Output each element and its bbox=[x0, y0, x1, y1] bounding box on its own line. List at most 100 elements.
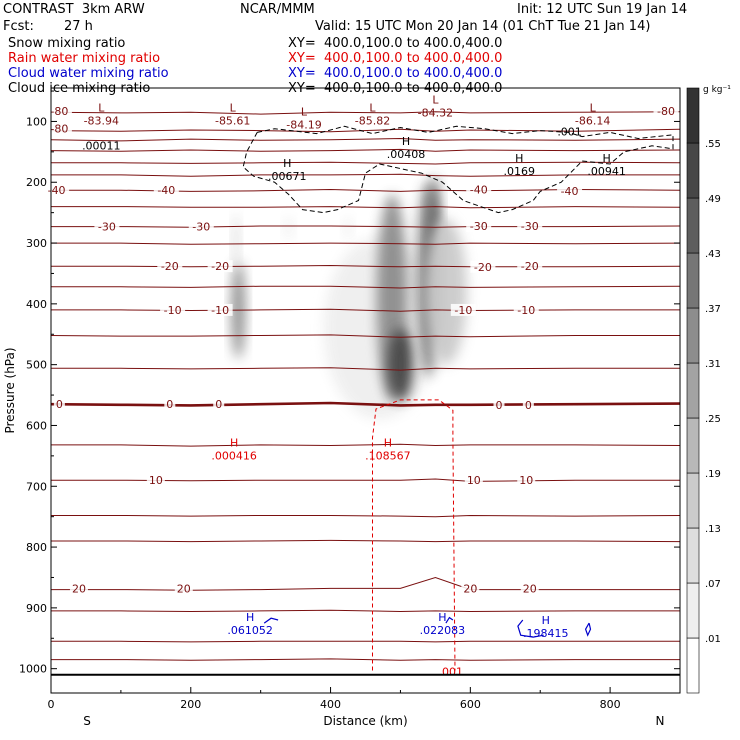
contour-label: -10 bbox=[454, 304, 472, 317]
contour-label-bg bbox=[522, 398, 534, 411]
low-marker: L bbox=[590, 102, 597, 115]
contour-label: -40 bbox=[157, 184, 175, 197]
high-marker: H bbox=[438, 611, 446, 624]
extreme-value: .001 bbox=[439, 666, 464, 679]
x-tick-label: 600 bbox=[460, 698, 481, 711]
extreme-value: -84.19 bbox=[286, 118, 321, 131]
high-marker: H bbox=[230, 437, 238, 450]
y-tick-label: 1000 bbox=[19, 663, 47, 676]
contour-label: 0 bbox=[56, 398, 63, 411]
isotherm-line bbox=[51, 264, 680, 268]
contour-label: 20 bbox=[523, 582, 537, 595]
isotherm-line bbox=[51, 161, 680, 165]
contour-label-bg bbox=[517, 260, 543, 273]
contour-label-bg bbox=[53, 398, 65, 411]
contour-label: -10 bbox=[517, 304, 535, 317]
contour-label: 10 bbox=[149, 474, 163, 487]
contour-label-bg bbox=[557, 184, 583, 197]
contour-label-bg bbox=[653, 105, 679, 118]
colorbar-label: .37 bbox=[705, 304, 721, 315]
contour-label-bg bbox=[94, 220, 120, 233]
fcst-label: Fcst: bbox=[3, 19, 34, 34]
x-tick-label: 400 bbox=[320, 698, 341, 711]
extreme-value: -84.32 bbox=[418, 107, 453, 120]
contour-label: -30 bbox=[521, 220, 539, 233]
contour-label: -40 bbox=[470, 184, 488, 197]
contour-label-bg bbox=[470, 260, 496, 273]
contour-label-bg bbox=[464, 474, 483, 487]
isotherm-line bbox=[51, 609, 680, 613]
isotherm-line bbox=[51, 640, 680, 643]
contour-label-bg bbox=[461, 582, 480, 595]
isotherm-line bbox=[51, 137, 680, 142]
cloud-water-line bbox=[445, 616, 454, 624]
cloud-water-line bbox=[584, 622, 592, 637]
colorbar-swatch bbox=[686, 87, 700, 144]
isotherm-line bbox=[51, 148, 680, 152]
low-marker: L bbox=[230, 102, 237, 115]
colorbar-swatch bbox=[686, 307, 700, 364]
contour-label: 0 bbox=[525, 399, 532, 412]
y-tick-label: 200 bbox=[26, 176, 47, 189]
contour-label: 20 bbox=[177, 582, 191, 595]
high-marker: H bbox=[384, 437, 392, 450]
x-end-label-left: S bbox=[83, 714, 91, 728]
extreme-value: -86.14 bbox=[575, 115, 610, 128]
colorbar-swatch bbox=[686, 197, 700, 254]
cloud-water-contours bbox=[263, 616, 592, 638]
contour-label: 0 bbox=[495, 399, 502, 412]
x-tick-label: 0 bbox=[48, 698, 55, 711]
contour-label: -20 bbox=[521, 260, 539, 273]
high-marker: H bbox=[515, 152, 523, 165]
isotherm-line bbox=[51, 242, 680, 245]
cloud-water-line bbox=[517, 619, 544, 638]
contour-label-bg bbox=[517, 220, 543, 233]
x-tick-label: 800 bbox=[600, 698, 621, 711]
contour-label-bg bbox=[520, 582, 539, 595]
contour-label: -10 bbox=[211, 304, 229, 317]
y-tick-label: 700 bbox=[26, 480, 47, 493]
contour-label: -40 bbox=[561, 185, 579, 198]
isotherm-line bbox=[51, 285, 680, 289]
contour-label: -10 bbox=[164, 304, 182, 317]
extreme-value: .00011 bbox=[82, 140, 121, 153]
y-tick-label: 100 bbox=[26, 115, 47, 128]
contour-label-bg bbox=[174, 582, 193, 595]
isotherm-line bbox=[51, 576, 680, 591]
isotherm-line bbox=[51, 111, 680, 115]
contour-label: 10 bbox=[519, 474, 533, 487]
contour-label-bg bbox=[466, 183, 492, 196]
extreme-value: .022083 bbox=[420, 624, 466, 637]
y-tick-label: 500 bbox=[26, 359, 47, 372]
rain-contour bbox=[372, 399, 456, 671]
isotherm-line bbox=[51, 443, 680, 447]
high-marker: H bbox=[602, 152, 610, 165]
field-xy-rain: XY= 400.0,100.0 to 400.0,400.0 bbox=[288, 51, 503, 66]
contour-label: -80 bbox=[50, 123, 68, 136]
contour-label-bg bbox=[160, 303, 186, 316]
isotherm-line bbox=[51, 514, 680, 518]
contour-label: -30 bbox=[192, 221, 210, 234]
colorbar-swatch bbox=[686, 527, 700, 584]
extreme-value: .108567 bbox=[365, 450, 411, 463]
extreme-value: .000416 bbox=[211, 450, 257, 463]
x-end-label-right: N bbox=[656, 714, 665, 728]
high-marker: H bbox=[542, 614, 550, 627]
contour-label-bg bbox=[493, 398, 505, 411]
plot-frame bbox=[50, 87, 681, 694]
colorbar-label: .49 bbox=[705, 194, 721, 205]
init-time: Init: 12 UTC Sun 19 Jan 14 bbox=[517, 2, 688, 17]
snow-shade-blob bbox=[387, 328, 414, 402]
rain-line bbox=[372, 399, 456, 671]
colorbar-label: .43 bbox=[705, 249, 721, 260]
temperature-contour-labels: -80 -80 -80 -40 -40 -40 -40 -30 -30 -30 -30 -20 -20 -… bbox=[44, 105, 679, 595]
field-xy-cloud-water: XY= 400.0,100.0 to 400.0,400.0 bbox=[288, 66, 503, 81]
y-tick-label: 900 bbox=[26, 602, 47, 615]
colorbar-swatch bbox=[686, 637, 700, 694]
isotherm-line bbox=[51, 539, 680, 543]
extreme-value: -85.61 bbox=[215, 115, 250, 128]
x-axis-label: Distance (km) bbox=[323, 714, 407, 728]
contour-label-bg bbox=[69, 582, 88, 595]
